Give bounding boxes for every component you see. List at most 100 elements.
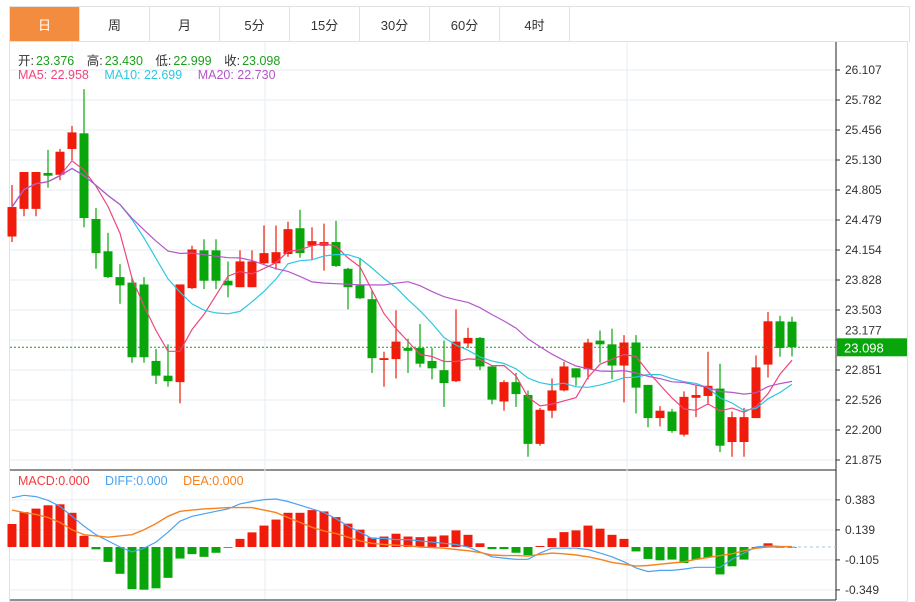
candle	[691, 384, 701, 418]
macd-bar	[727, 547, 737, 567]
tab-week[interactable]: 周	[80, 7, 150, 42]
candle-body	[739, 417, 749, 443]
candle	[235, 250, 245, 288]
candle-body	[655, 410, 665, 419]
macd-tick-label: 0.383	[845, 493, 875, 507]
tab-15min[interactable]: 15分	[290, 7, 360, 42]
macd-bar	[295, 512, 305, 547]
candle-body	[439, 370, 449, 384]
ma20-value: MA20: 22.730	[197, 68, 276, 82]
open-label: 开:	[18, 54, 34, 68]
candle	[511, 372, 521, 408]
macd-bar	[463, 534, 473, 547]
macd-bar	[679, 547, 689, 563]
candle	[571, 368, 581, 386]
diff-line	[11, 494, 793, 573]
price-tick-label: 22.200	[845, 423, 882, 437]
ma-legend: MA5: 22.958 MA10: 22.699 MA20: 22.730	[18, 68, 278, 82]
open-value: 23.376	[35, 54, 75, 68]
macd-bar	[715, 547, 725, 575]
candle-body	[415, 348, 425, 364]
candle-body	[307, 241, 317, 246]
macd-bar	[343, 523, 353, 547]
macd-bar	[655, 547, 665, 561]
candle	[355, 257, 365, 300]
candle	[307, 227, 317, 260]
price-tick-label: 24.154	[845, 243, 882, 257]
candle-body	[691, 395, 701, 398]
ma20-line	[11, 167, 793, 395]
macd-bar	[187, 547, 197, 555]
macd-bar	[151, 547, 161, 589]
candle	[247, 250, 257, 288]
macd-tick-label: 0.139	[845, 523, 875, 537]
candle-body	[571, 368, 581, 378]
candle-body	[163, 375, 173, 382]
candle-body	[367, 299, 377, 359]
candle-body	[703, 385, 713, 396]
candle	[679, 391, 689, 437]
candle	[319, 223, 329, 271]
candle	[187, 245, 197, 290]
close-label: 收:	[224, 54, 241, 68]
candle	[787, 316, 797, 357]
macd-bar	[559, 532, 569, 547]
candle	[223, 261, 233, 298]
tab-month[interactable]: 月	[150, 7, 220, 42]
macd-bar	[103, 547, 113, 562]
candle	[727, 411, 737, 457]
candle	[175, 284, 185, 404]
macd-bar	[331, 517, 341, 547]
candle-body	[199, 250, 209, 281]
macd-bar	[487, 547, 497, 550]
tab-5min[interactable]: 5分	[220, 7, 290, 42]
price-tick-label: 26.107	[845, 63, 882, 77]
candle	[415, 324, 425, 368]
macd-bar	[667, 547, 677, 560]
price-tick-label: 22.851	[845, 363, 882, 377]
macd-bar	[259, 525, 269, 547]
macd-bar	[703, 547, 713, 558]
macd-bar	[247, 532, 257, 547]
macd-bar	[379, 536, 389, 547]
macd-bar	[607, 534, 617, 547]
candle-body	[151, 360, 161, 376]
macd-bar	[43, 505, 53, 547]
price-tick-label: 23.503	[845, 303, 882, 317]
tab-4hour[interactable]: 4时	[500, 7, 570, 42]
tab-60min[interactable]: 60分	[430, 7, 500, 42]
candle-body	[763, 321, 773, 365]
candle-body	[679, 396, 689, 435]
candle-body	[103, 251, 113, 278]
candle-body	[535, 409, 545, 444]
current-price-label: 23.098	[844, 340, 884, 355]
macd-bar	[115, 547, 125, 574]
candle	[91, 207, 101, 269]
candle	[487, 365, 497, 405]
candle	[31, 172, 41, 217]
candle-body	[559, 366, 569, 391]
candle	[343, 267, 353, 310]
tab-day[interactable]: 日	[10, 7, 80, 42]
candle	[115, 264, 125, 304]
candle	[631, 335, 641, 414]
candle-body	[67, 132, 77, 149]
candle-body	[283, 229, 293, 255]
macd-bar	[619, 538, 629, 547]
candle	[367, 289, 377, 373]
macd-value: MACD:0.000	[18, 474, 90, 488]
macd-bar	[535, 546, 545, 547]
candle	[583, 338, 593, 380]
macd-bar	[223, 547, 233, 548]
candle	[715, 363, 725, 453]
candle-body	[271, 252, 281, 264]
tab-30min[interactable]: 30分	[360, 7, 430, 42]
macd-bar	[91, 547, 101, 550]
candle-body	[379, 358, 389, 361]
candle	[331, 220, 341, 267]
candle	[535, 407, 545, 446]
candle-body	[775, 321, 785, 349]
candle-body	[31, 172, 41, 209]
macd-bar	[211, 547, 221, 553]
